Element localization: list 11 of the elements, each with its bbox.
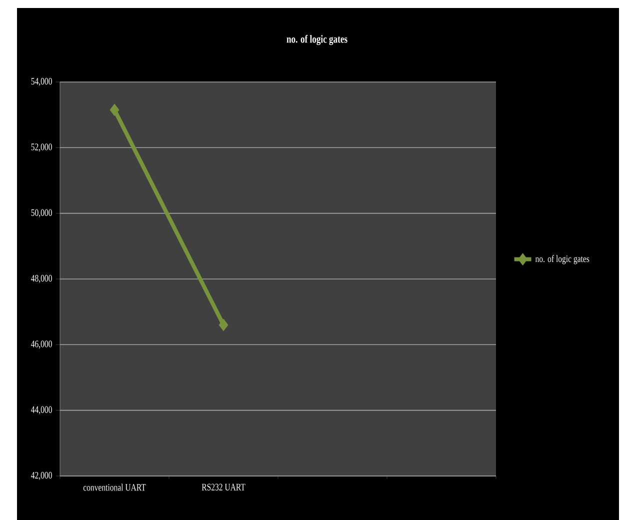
x-tick-label: RS232 UART — [202, 484, 246, 490]
legend-label: no. of logic gates — [535, 255, 590, 264]
y-tick-label: 48,000 — [31, 274, 52, 284]
y-tick-label: 44,000 — [31, 406, 52, 414]
chart-title: no. of logic gates — [286, 34, 348, 46]
y-tick-label: 52,000 — [31, 144, 52, 152]
y-tick-label: 50,000 — [31, 209, 52, 218]
y-tick-label: 42,000 — [31, 472, 52, 480]
x-tick-label: conventional UART — [83, 484, 146, 491]
y-tick-label: 54,000 — [31, 78, 52, 86]
y-tick-label: 46,000 — [31, 340, 52, 349]
